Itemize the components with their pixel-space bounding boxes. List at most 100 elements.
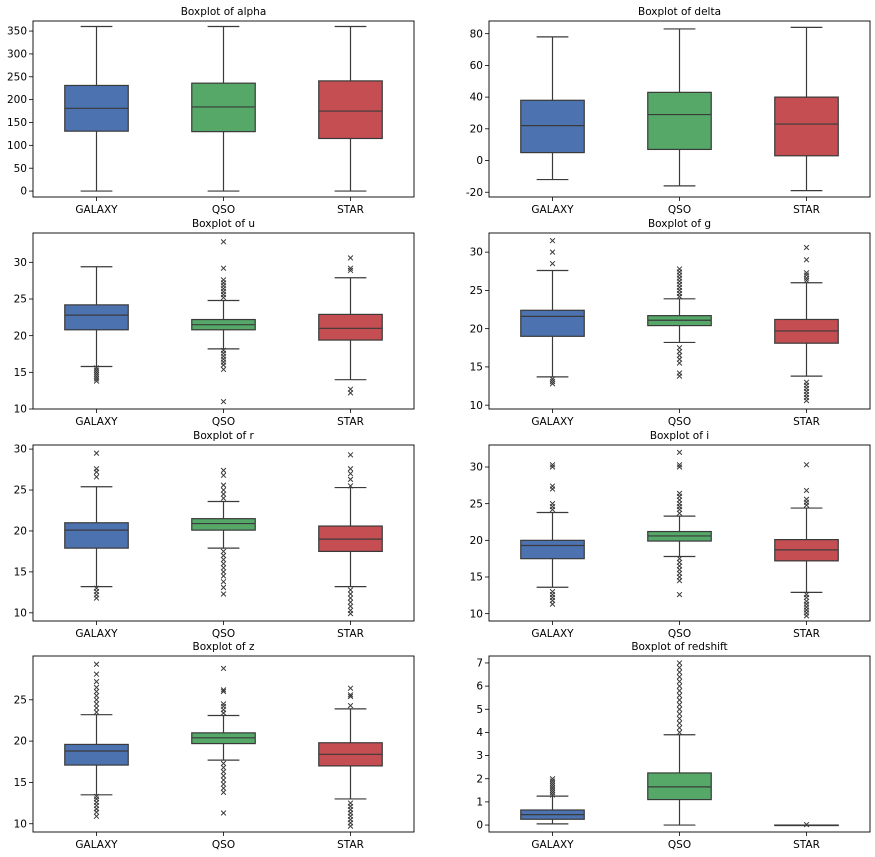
box-star xyxy=(774,26,839,192)
outlier-marker xyxy=(220,789,227,796)
outlier-marker xyxy=(347,476,354,483)
outlier-marker xyxy=(549,378,556,385)
outlier-marker xyxy=(803,487,810,494)
y-tick-label: 30 xyxy=(14,257,27,269)
outlier-marker xyxy=(347,693,354,700)
outlier-stroke xyxy=(220,472,227,479)
chart-panel-1: Boxplot of alpha 0 50 100 150 200 250 300 350 GAL… xyxy=(7,6,415,216)
outlier-stroke xyxy=(220,701,227,707)
outlier-stroke xyxy=(347,603,354,610)
x-tick-label: STAR xyxy=(337,839,364,851)
outlier-marker xyxy=(220,569,227,575)
outlier-marker xyxy=(220,556,227,563)
box-galaxy xyxy=(520,36,585,181)
outlier-stroke xyxy=(220,487,227,493)
y-tick-label: 20 xyxy=(14,526,27,538)
outlier-stroke xyxy=(220,760,227,767)
box-qso xyxy=(191,467,256,597)
outlier-marker xyxy=(93,701,100,707)
outlier-marker xyxy=(220,764,227,771)
outlier-marker xyxy=(93,684,100,691)
y-tick-label: -20 xyxy=(466,187,483,199)
x-tick-label: STAR xyxy=(337,416,364,428)
outlier-stroke xyxy=(93,369,100,376)
outlier-marker xyxy=(803,270,810,276)
outlier-marker xyxy=(220,701,227,707)
y-tick-label: 50 xyxy=(14,163,27,175)
box-qso xyxy=(647,28,712,187)
outlier-stroke xyxy=(220,482,227,488)
outlier-stroke xyxy=(549,237,556,244)
outlier-stroke xyxy=(549,787,556,794)
y-tick-label: 15 xyxy=(470,362,483,374)
x-tick-label: GALAXY xyxy=(531,839,574,851)
outlier-marker xyxy=(347,386,354,392)
outlier-marker xyxy=(549,483,556,489)
outlier-stroke xyxy=(676,674,683,680)
outlier-stroke xyxy=(220,687,227,693)
outlier-marker xyxy=(347,692,354,698)
outlier-stroke xyxy=(93,373,100,380)
outlier-marker xyxy=(347,587,354,593)
y-tick-label: 10 xyxy=(470,400,483,412)
outlier-marker xyxy=(347,591,354,597)
outlier-stroke xyxy=(220,265,227,271)
outlier-marker xyxy=(803,277,810,284)
outlier-stroke xyxy=(220,277,227,283)
outlier-stroke xyxy=(220,467,227,474)
outlier-marker xyxy=(549,249,556,255)
outlier-stroke xyxy=(220,578,227,585)
outlier-stroke xyxy=(676,449,683,456)
outlier-marker xyxy=(93,661,100,668)
y-tick-label: 6 xyxy=(476,681,483,693)
axes-frame xyxy=(488,232,871,410)
outlier-stroke xyxy=(676,591,683,598)
outlier-stroke xyxy=(93,701,100,707)
outlier-stroke xyxy=(347,595,354,601)
y-tick-label: 15 xyxy=(14,566,27,578)
box-galaxy xyxy=(520,237,585,387)
axes-frame xyxy=(488,20,871,198)
outlier-stroke xyxy=(803,244,810,251)
outlier-marker xyxy=(93,376,100,382)
outlier-stroke xyxy=(93,376,100,382)
outlier-stroke xyxy=(549,500,556,507)
outlier-stroke xyxy=(220,565,227,571)
outlier-marker xyxy=(93,367,100,373)
chart-title: Boxplot of redshift xyxy=(631,641,727,653)
outlier-stroke xyxy=(676,729,683,736)
x-tick-label: QSO xyxy=(668,628,691,640)
x-tick-label: STAR xyxy=(793,628,820,640)
outlier-marker xyxy=(676,462,683,468)
y-tick-label: 25 xyxy=(470,498,483,510)
outlier-stroke xyxy=(347,800,354,806)
outlier-marker xyxy=(803,257,810,263)
iqr-box xyxy=(318,80,383,140)
iqr-box xyxy=(520,99,585,154)
y-tick-label: 25 xyxy=(14,294,27,306)
x-tick-label: GALAXY xyxy=(75,839,118,851)
outlier-stroke xyxy=(93,705,100,711)
outlier-marker xyxy=(549,588,556,595)
outlier-stroke xyxy=(676,266,683,272)
box-galaxy xyxy=(64,266,129,384)
outlier-stroke xyxy=(347,685,354,691)
outlier-marker xyxy=(676,591,683,598)
outlier-marker xyxy=(220,552,227,559)
y-tick-label: 20 xyxy=(470,123,483,135)
chart-panel-6: Boxplot of i 10 15 20 25 30 GALAXY QSO STAR xyxy=(470,430,871,640)
outlier-stroke xyxy=(549,483,556,489)
y-tick-label: 10 xyxy=(14,607,27,619)
outlier-marker xyxy=(347,603,354,610)
axes-frame xyxy=(32,232,415,410)
outlier-marker xyxy=(549,500,556,507)
outlier-stroke xyxy=(347,591,354,597)
outlier-stroke xyxy=(347,599,354,605)
x-tick-label: QSO xyxy=(668,839,691,851)
outlier-stroke xyxy=(220,548,227,555)
outlier-stroke xyxy=(676,678,683,685)
outlier-marker xyxy=(803,379,810,385)
y-tick-label: 10 xyxy=(14,818,27,830)
outlier-marker xyxy=(347,255,354,261)
box-star xyxy=(774,821,839,828)
